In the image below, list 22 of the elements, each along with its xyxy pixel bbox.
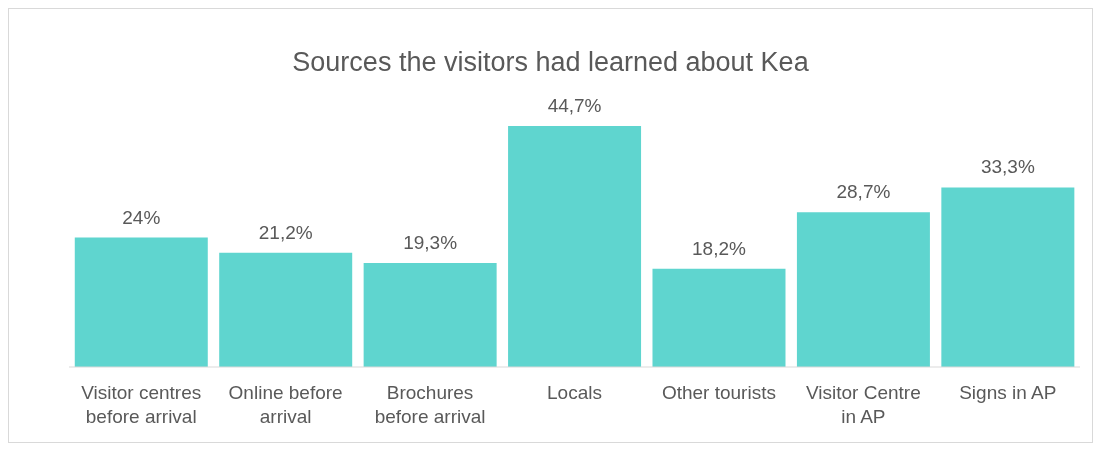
x-tick-label: Locals	[547, 382, 602, 403]
bar	[796, 212, 930, 367]
x-tick-label: Visitor Centre in AP	[805, 382, 921, 427]
x-tick-label: Brochures before arrival	[374, 382, 486, 427]
x-tick-label: Signs in AP	[959, 382, 1057, 403]
x-tick-label: Visitor centres before arrival	[81, 382, 202, 427]
data-label: 21,2%	[258, 221, 313, 243]
x-tick-label: Online before arrival	[228, 382, 343, 427]
bar	[508, 125, 642, 367]
x-tick-label: Other tourists	[661, 382, 776, 403]
bar	[363, 262, 497, 367]
bar	[652, 268, 786, 367]
bar	[941, 187, 1075, 367]
data-label: 44,7%	[547, 94, 602, 116]
bar	[74, 237, 208, 367]
data-label: 24%	[122, 206, 161, 228]
data-label: 18,2%	[692, 237, 747, 259]
bar	[219, 252, 353, 367]
data-label: 33,3%	[980, 156, 1035, 178]
chart-title: Sources the visitors had learned about Kea	[291, 47, 810, 79]
data-label: 28,7%	[836, 181, 891, 203]
data-label: 19,3%	[403, 231, 458, 253]
